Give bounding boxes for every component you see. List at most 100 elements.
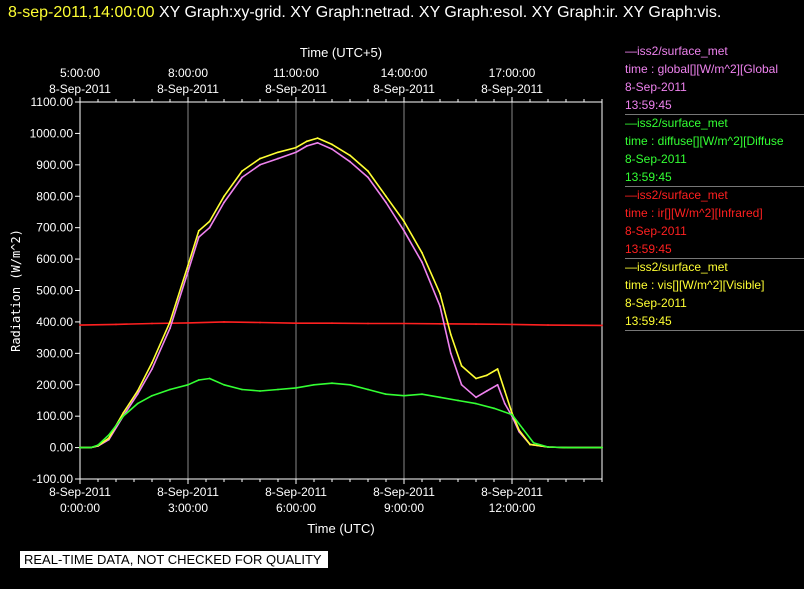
data-point-ir: [367, 322, 369, 325]
x-tick-label: 8-Sep-2011: [49, 485, 111, 499]
data-point-diffuse: [241, 388, 243, 391]
legend-entry-global: —iss2/surface_met time : global[][W/m^2][…: [625, 42, 804, 115]
x2-tick-label: 5:00:00: [60, 66, 100, 80]
header-timestamp: 8-sep-2011,14:00:00: [8, 4, 155, 21]
legend-source: —iss2/surface_met: [625, 260, 728, 274]
data-point-vis: [277, 151, 279, 154]
data-point-global: [151, 368, 153, 370]
y-axis-label: Radiation (W/m^2): [9, 229, 23, 352]
data-point-global: [277, 157, 279, 160]
y-tick-label: 200.00: [36, 378, 73, 392]
y-tick-label: 1000.00: [30, 126, 74, 140]
data-point-diffuse: [521, 427, 524, 430]
data-point-global: [316, 141, 319, 144]
data-point-global: [208, 226, 211, 229]
data-point-diffuse: [187, 383, 189, 386]
legend-entry-ir: —iss2/surface_met time : ir[][W/m^2][Infr…: [625, 186, 804, 259]
legend-date: 8-Sep-2011: [625, 296, 687, 310]
data-point-vis: [223, 195, 225, 198]
data-point-diffuse: [367, 388, 369, 391]
data-point-vis: [439, 292, 441, 295]
data-point-diffuse: [532, 441, 535, 444]
chart-header: 8-sep-2011,14:00:00 XY Graph:xy-grid. XY…: [8, 2, 798, 23]
data-point-diffuse: [439, 396, 441, 399]
data-point-ir: [547, 324, 549, 326]
legend-label: time : diffuse[][W/m^2][Diffuse: [625, 134, 784, 148]
series-line-ir: [79, 321, 603, 327]
series-line-vis: [80, 137, 602, 449]
y-tick-label: 400.00: [36, 315, 73, 329]
data-point-diffuse: [547, 446, 549, 448]
data-point-ir: [187, 321, 189, 324]
data-point-vis: [208, 220, 211, 223]
data-point-ir: [475, 323, 477, 326]
data-point-vis: [151, 361, 153, 364]
data-point-global: [496, 383, 499, 386]
y-tick-label: 900.00: [36, 158, 73, 172]
data-point-ir: [259, 321, 261, 324]
legend-time: 13:59:45: [625, 170, 672, 184]
x-tick-label: 8-Sep-2011: [265, 485, 327, 499]
legend-time: 13:59:45: [625, 242, 672, 256]
data-point-ir: [439, 322, 441, 325]
data-point-global: [136, 393, 139, 396]
data-point-diffuse: [79, 446, 81, 449]
data-point-diffuse: [169, 388, 171, 391]
data-point-vis: [518, 429, 521, 432]
data-point-diffuse: [331, 382, 333, 385]
data-point-vis: [295, 146, 297, 149]
data-point-vis: [367, 170, 369, 173]
data-point-vis: [475, 377, 477, 380]
y-tick-label: 700.00: [36, 221, 73, 235]
data-point-global: [305, 145, 308, 147]
y-tick-label: 600.00: [36, 252, 73, 266]
data-point-diffuse: [493, 407, 495, 410]
legend-label: time : global[][W/m^2][Global: [625, 62, 779, 76]
y-tick-label: 1100.00: [31, 95, 74, 109]
x2-tick-label: 8-Sep-2011: [373, 82, 435, 96]
data-point-global: [331, 148, 333, 151]
legend-label: time : ir[][W/m^2][Infrared]: [625, 206, 763, 220]
y-tick-label: 0.00: [50, 441, 74, 455]
data-point-diffuse: [208, 377, 211, 380]
data-point-ir: [295, 322, 297, 325]
data-point-diffuse: [457, 399, 459, 402]
data-point-global: [223, 201, 225, 204]
x2-tick-label: 8-Sep-2011: [157, 82, 219, 96]
data-point-vis: [169, 321, 171, 323]
data-point-diffuse: [277, 388, 279, 391]
data-point-diffuse: [511, 413, 513, 416]
legend-label: time : vis[][W/m^2][Visible]: [625, 278, 765, 292]
data-point-global: [403, 229, 405, 232]
data-point-global: [169, 327, 171, 330]
data-point-vis: [259, 157, 261, 160]
data-point-diffuse: [313, 383, 315, 386]
legend-date: 8-Sep-2011: [625, 80, 687, 94]
data-point-vis: [316, 137, 319, 140]
legend-time: 13:59:45: [625, 314, 672, 328]
data-point-vis: [187, 264, 189, 267]
data-point-diffuse: [259, 390, 261, 392]
data-point-ir: [79, 324, 81, 326]
data-point-diffuse: [565, 446, 567, 449]
y-tick-label: 100.00: [36, 409, 73, 423]
data-point-global: [349, 160, 351, 163]
plot-frame: [79, 101, 603, 480]
data-point-diffuse: [385, 393, 387, 396]
data-point-diffuse: [107, 434, 110, 436]
data-point-global: [460, 383, 463, 386]
x-tick-label: 3:00:00: [168, 501, 208, 515]
data-point-global: [439, 305, 441, 308]
data-point-vis: [503, 390, 506, 392]
data-point-vis: [421, 251, 423, 254]
data-point-ir: [511, 323, 513, 326]
x2-tick-label: 8-Sep-2011: [265, 82, 327, 96]
x-tick-label: 0:00:00: [60, 501, 100, 515]
data-point-diffuse: [601, 446, 603, 449]
data-point-diffuse: [349, 383, 351, 386]
x2-tick-label: 8-Sep-2011: [49, 82, 111, 96]
data-point-vis: [197, 229, 200, 232]
legend-separator: [625, 330, 804, 331]
data-point-vis: [241, 170, 243, 173]
data-point-diffuse: [97, 444, 99, 446]
